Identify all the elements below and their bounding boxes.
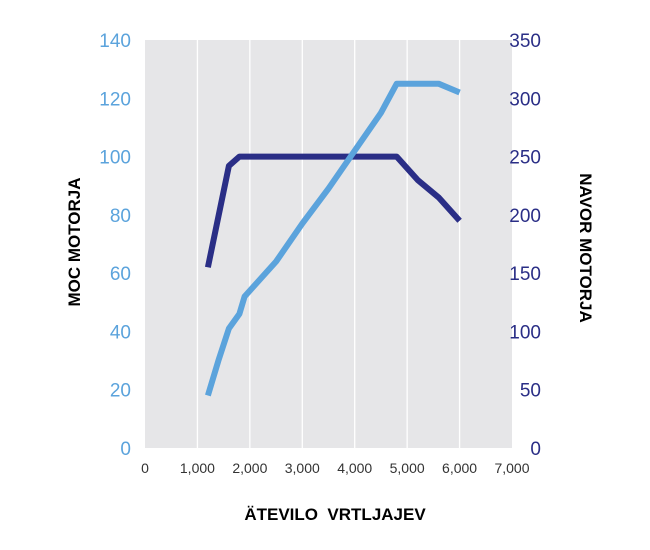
y-axis-right-title: NAVOR MOTORJA [576, 173, 595, 323]
power-line [205, 80, 461, 397]
y-right-tick-label: 100 [509, 322, 541, 343]
y-right-tick-label: 250 [509, 148, 541, 169]
y-left-tick-label: 140 [99, 31, 131, 52]
x-axis-title: ÄTEVILO VRTLJAJEV [244, 505, 426, 524]
x-tick-label: 6,000 [442, 460, 477, 476]
y-left-tick-label: 20 [110, 381, 131, 402]
y-right-tick-label: 150 [509, 264, 541, 285]
x-tick-label: 5,000 [390, 460, 425, 476]
y-left-tick-label: 60 [110, 264, 131, 285]
y-left-tick-label: 100 [99, 148, 131, 169]
tick-labels: 0 1,000 2,000 3,000 4,000 5,000 6,000 7,0000204… [99, 31, 541, 476]
gridlines [196, 40, 461, 448]
y-axis-left-title: MOC MOTORJA [65, 177, 84, 306]
plot-background [145, 40, 512, 448]
y-left-tick-label: 120 [99, 89, 131, 110]
y-right-tick-label: 50 [520, 381, 541, 402]
y-left-tick-label: 0 [120, 439, 131, 460]
x-tick-label: 4,000 [337, 460, 372, 476]
x-tick-label: 7,000 [494, 460, 529, 476]
y-right-tick-label: 0 [530, 439, 541, 460]
y-right-tick-label: 300 [509, 89, 541, 110]
series-lines [204, 80, 462, 397]
x-tick-label: 1,000 [180, 460, 215, 476]
y-right-tick-label: 350 [509, 31, 541, 52]
y-left-tick-label: 80 [110, 206, 131, 227]
y-left-tick-label: 40 [110, 322, 131, 343]
x-tick-label: 0 [141, 460, 149, 476]
y-right-tick-label: 200 [509, 206, 541, 227]
torque-line [204, 153, 462, 268]
x-tick-label: 3,000 [285, 460, 320, 476]
x-tick-label: 2,000 [232, 460, 267, 476]
